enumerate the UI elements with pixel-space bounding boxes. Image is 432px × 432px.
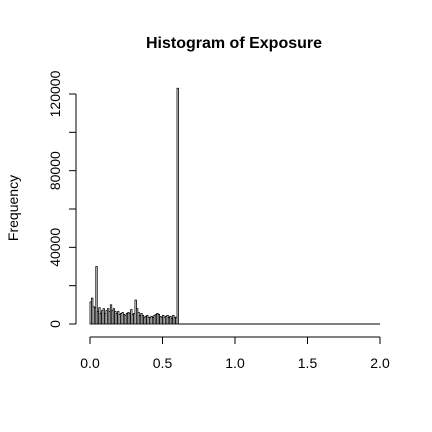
x-tick-label: 0.5 (153, 355, 173, 371)
x-tick-label: 2.0 (370, 355, 390, 371)
y-tick-label: 120000 (47, 70, 63, 117)
y-axis-label: Frequency (5, 175, 21, 241)
histogram-bar (95, 266, 98, 325)
chart-title: Histogram of Exposure (146, 35, 322, 52)
x-tick-label: 0.0 (80, 355, 100, 371)
y-tick-label: 40000 (47, 228, 63, 267)
y-axis: 0 40000 80000 120000 (47, 70, 77, 328)
y-tick-label: 80000 (47, 151, 63, 190)
x-tick-label: 1.0 (225, 355, 245, 371)
x-tick-label: 1.5 (298, 355, 318, 371)
x-axis: 0.0 0.5 1.0 1.5 2.0 (80, 336, 390, 371)
histogram-bars (89, 87, 380, 325)
y-tick-label: 0 (47, 320, 63, 328)
histogram-bar (176, 87, 179, 325)
